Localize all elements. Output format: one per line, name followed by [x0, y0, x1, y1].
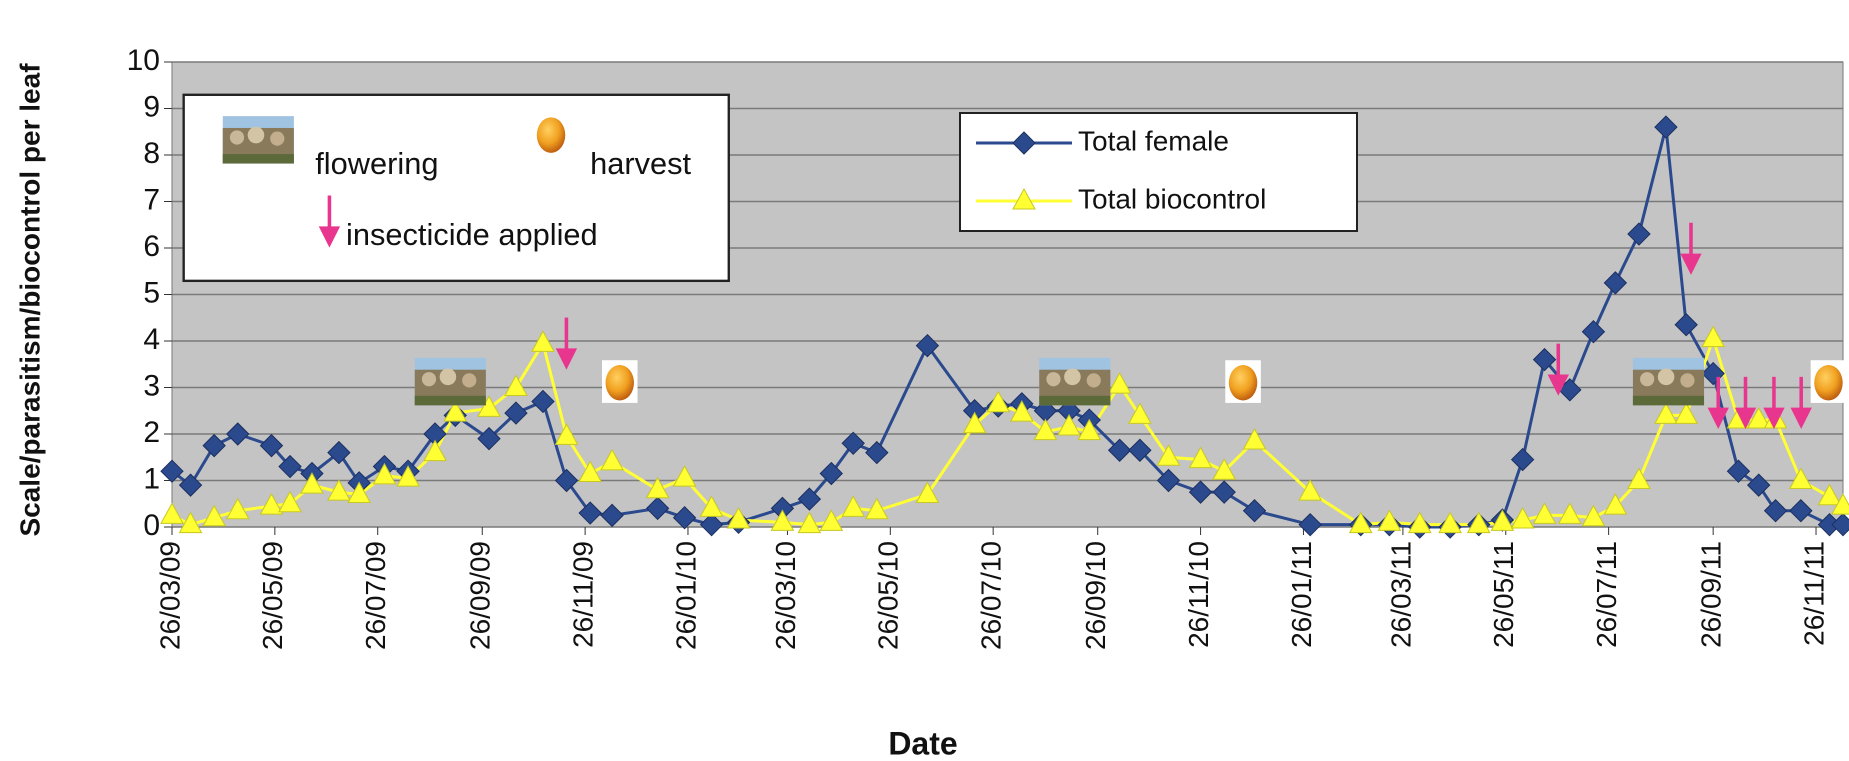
- x-tick-label: 26/11/09: [568, 541, 599, 648]
- annotation: harvest: [590, 146, 691, 181]
- x-tick-label: 26/11/10: [1183, 541, 1214, 648]
- y-tick-label: 2: [143, 416, 160, 449]
- legend-label: Total biocontrol: [1078, 183, 1266, 214]
- y-tick-label: 9: [143, 90, 160, 123]
- y-tick-label: 8: [143, 137, 160, 170]
- x-tick-label: 26/09/09: [465, 541, 496, 650]
- harvest-icon: [1811, 360, 1847, 403]
- annotation: insecticide applied: [346, 217, 598, 252]
- x-tick-label: 26/03/09: [154, 541, 185, 650]
- y-tick-label: 4: [143, 323, 160, 356]
- y-tick-label: 5: [143, 276, 160, 309]
- chart: 0 1 2 3 4 5 6 7 8 9 10 26/03/09 26/05/09 26/07/09 26/0…: [0, 0, 1849, 761]
- annotation: flowering: [315, 146, 438, 181]
- x-tick-label: 26/05/10: [873, 541, 904, 650]
- x-tick-label: 26/03/10: [770, 541, 801, 650]
- y-tick-label: 10: [127, 44, 160, 77]
- x-tick-label: 26/01/10: [670, 541, 701, 650]
- x-tick-label: 26/09/11: [1696, 541, 1727, 648]
- x-tick-label: 26/07/10: [976, 541, 1007, 650]
- y-tick-label: 7: [143, 183, 160, 216]
- flowering-icon: [1633, 358, 1704, 405]
- x-tick-label: 26/07/09: [360, 541, 391, 650]
- x-tick-label: 26/09/10: [1080, 541, 1111, 650]
- x-axis-label: Date: [888, 725, 957, 761]
- y-axis-label: Scale/parasitism/biocontrol per leaf: [14, 63, 45, 537]
- x-tick-label: 26/07/11: [1591, 541, 1622, 648]
- legend: Total female Total biocontrol: [960, 113, 1357, 231]
- x-tick-label: 26/05/09: [257, 541, 288, 650]
- y-tick-label: 6: [143, 230, 160, 263]
- flowering-icon: [223, 116, 294, 163]
- y-tick-label: 0: [143, 509, 160, 542]
- legend-label: Total female: [1078, 125, 1229, 156]
- y-tick-label: 3: [143, 369, 160, 402]
- harvest-icon: [602, 360, 638, 403]
- flowering-icon: [415, 358, 486, 405]
- flowering-icon: [1039, 358, 1110, 405]
- harvest-icon: [1225, 360, 1261, 403]
- x-tick-label: 26/03/11: [1385, 541, 1416, 648]
- x-tick-label: 26/01/11: [1286, 541, 1317, 648]
- y-tick-label: 1: [143, 462, 160, 495]
- x-tick-label: 26/11/11: [1798, 541, 1829, 646]
- harvest-icon: [533, 113, 569, 156]
- x-tick-label: 26/05/11: [1488, 541, 1519, 648]
